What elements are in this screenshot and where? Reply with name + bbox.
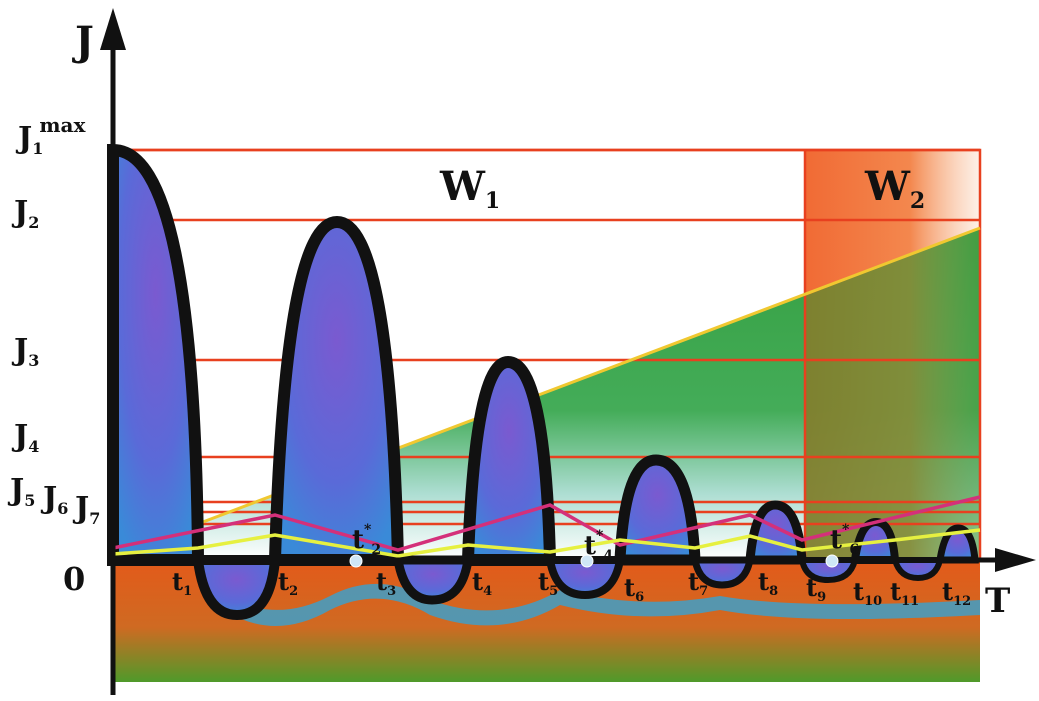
dip-4 bbox=[690, 556, 755, 589]
level-labels: J1max J2 J3 J4 J5 J6 J7 bbox=[7, 113, 100, 528]
lobe-5 bbox=[745, 500, 807, 565]
level-label-j5: J5 bbox=[7, 473, 35, 510]
x-axis-label: T bbox=[985, 581, 1010, 621]
star-marker-dot bbox=[825, 554, 839, 568]
magenta-line bbox=[112, 495, 981, 552]
level-label-j3: J3 bbox=[11, 333, 39, 370]
y-axis-arrow bbox=[100, 8, 126, 50]
y-axis-label: J bbox=[72, 18, 94, 65]
lobe-2 bbox=[268, 215, 405, 566]
lower-lobes bbox=[192, 555, 944, 621]
dip-5 bbox=[798, 557, 859, 584]
dip-3 bbox=[545, 556, 625, 600]
lobe-4 bbox=[614, 454, 701, 566]
origin-label: 0 bbox=[63, 560, 85, 598]
region-label-w1: W1 bbox=[439, 163, 500, 214]
rising-line bbox=[112, 226, 981, 558]
dip-2 bbox=[392, 555, 474, 605]
region-label-w2: W2 bbox=[864, 163, 925, 214]
w2-green-overlay bbox=[805, 228, 980, 560]
star-marker-dot bbox=[349, 554, 363, 568]
x-axis-arrow bbox=[995, 548, 1036, 572]
yellow-line bbox=[112, 528, 981, 558]
level-label-j6: J6 bbox=[40, 481, 68, 518]
level-label-j7: J7 bbox=[72, 491, 100, 528]
level-label-j2: J2 bbox=[11, 195, 39, 232]
star-marker-dot bbox=[580, 554, 594, 568]
teal-band bbox=[200, 575, 980, 626]
lobe-7 bbox=[935, 524, 979, 564]
dip-1 bbox=[192, 555, 281, 621]
level-label-j1: J1max bbox=[15, 113, 86, 158]
level-label-j4: J4 bbox=[11, 419, 39, 456]
lobe-1 bbox=[107, 143, 205, 566]
dip-6 bbox=[891, 557, 944, 582]
upper-lobes bbox=[107, 143, 979, 566]
lobe-3 bbox=[461, 355, 557, 566]
